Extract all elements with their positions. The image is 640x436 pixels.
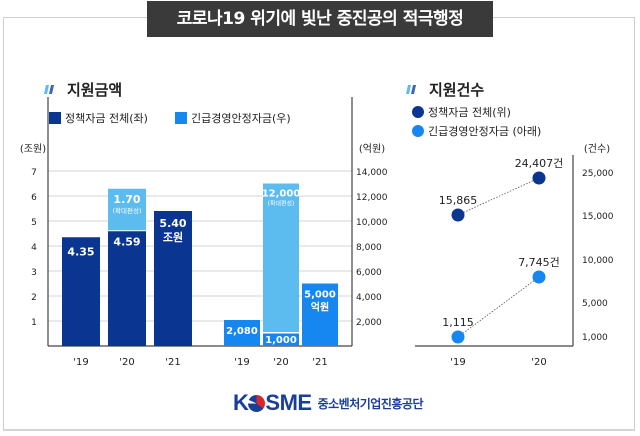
- legend-label-emergency: 긴급경영안정자금 (아래): [428, 125, 541, 138]
- right-tick-label: 8,000: [356, 243, 382, 253]
- x-tick-label: '19: [73, 357, 88, 368]
- data-point-0-0: [451, 208, 465, 222]
- left-axis-unit: (조원): [20, 143, 46, 155]
- left-tick-label: 5: [31, 218, 37, 228]
- legend-dot-policy: [412, 106, 424, 118]
- count-tick-label: 15,000: [582, 212, 614, 222]
- count-x-tick-label: '20: [531, 357, 546, 368]
- right-tick-label: 6,000: [356, 268, 382, 278]
- data-point-0-1: [532, 171, 546, 185]
- x-tick-label: '21: [165, 357, 180, 368]
- bar-policy-supplement: [108, 188, 146, 231]
- left-tick-label: 1: [31, 318, 37, 328]
- data-label-1-0: 1,115: [442, 316, 474, 329]
- logo-swirl-icon: [248, 395, 266, 412]
- x-tick-label: '21: [312, 357, 327, 368]
- section-mark-amount-b: [49, 85, 54, 94]
- kosme-logo: K SME 중소벤처기업진흥공단: [233, 390, 423, 416]
- data-label-0-0: 15,865: [439, 194, 478, 207]
- bar-note-emergency-supplement: (확대편성): [268, 200, 295, 208]
- count-title: 지원건수: [429, 81, 484, 99]
- bar-note-policy-supplement: (확대편성): [113, 206, 142, 215]
- bar-unit-policy-21: 조원: [163, 230, 183, 244]
- page-title: 코로나19 위기에 빛난 중진공의 적극행정: [147, 1, 493, 37]
- bar-label-emergency-21: 5,000: [304, 290, 336, 301]
- bar-emergency-0: [224, 320, 260, 346]
- legend-label-policy: 정책자금 전체(좌): [65, 112, 148, 125]
- bar-label-emergency-20: 1,000: [265, 335, 297, 346]
- count-axis-unit: (건수): [584, 143, 610, 155]
- right-tick-label: 4,000: [356, 293, 382, 303]
- bar-emergency-1: [263, 333, 299, 346]
- left-tick-label: 6: [31, 193, 37, 203]
- data-label-1-1: 7,745건: [518, 256, 560, 269]
- section-mark-count-b: [411, 85, 416, 94]
- x-tick-label: '20: [119, 357, 134, 368]
- legend-swatch-emergency: [175, 112, 187, 124]
- legend-label-emergency: 긴급경영안정자금(우): [191, 112, 291, 125]
- x-tick-label: '20: [273, 357, 288, 368]
- legend-swatch-policy: [49, 112, 61, 124]
- data-point-1-0: [451, 330, 465, 344]
- org-name: 중소벤처기업진흥공단: [317, 396, 424, 411]
- bar-policy-0: [62, 237, 100, 346]
- data-point-1-1: [532, 270, 546, 284]
- bar-emergency-supplement: [263, 183, 299, 332]
- right-axis-unit: (억원): [359, 143, 385, 155]
- left-tick-label: 7: [31, 168, 37, 178]
- legend-label-policy: 정책자금 전체(위): [428, 106, 511, 119]
- right-tick-label: 10,000: [356, 218, 388, 228]
- bar-unit-emergency-21: 억원: [311, 301, 329, 314]
- bar-label-policy-21: 5.40: [159, 217, 186, 230]
- left-tick-label: 4: [31, 243, 37, 253]
- bar-label-policy-supplement: 1.70: [113, 193, 140, 206]
- section-mark-amount-a: [44, 85, 49, 94]
- count-tick-label: 5,000: [582, 299, 608, 309]
- bar-label-policy-20: 4.59: [113, 235, 140, 248]
- left-tick-label: 2: [31, 293, 37, 303]
- right-tick-label: 12,000: [356, 193, 388, 203]
- bar-policy-2: [154, 211, 192, 346]
- bar-policy-1: [108, 231, 146, 346]
- count-tick-label: 1,000: [582, 333, 608, 343]
- amount-title: 지원금액: [67, 81, 122, 99]
- count-tick-label: 10,000: [582, 256, 614, 266]
- bar-label-emergency-supplement: 12,000: [262, 189, 301, 200]
- bar-emergency-2: [302, 283, 338, 346]
- legend-dot-emergency: [412, 125, 424, 137]
- logo-mark: K SME: [233, 390, 312, 415]
- right-tick-label: 2,000: [356, 318, 382, 328]
- count-tick-label: 25,000: [582, 169, 614, 179]
- left-tick-label: 3: [31, 268, 37, 278]
- connector-line-1: [457, 276, 540, 338]
- bar-label-policy-19: 4.35: [67, 245, 94, 258]
- data-label-0-1: 24,407건: [515, 157, 564, 170]
- bar-label-emergency-19: 2,080: [226, 326, 258, 337]
- section-mark-count-a: [406, 85, 411, 94]
- count-x-tick-label: '19: [450, 357, 465, 368]
- x-tick-label: '19: [234, 357, 249, 368]
- right-tick-label: 14,000: [356, 168, 388, 178]
